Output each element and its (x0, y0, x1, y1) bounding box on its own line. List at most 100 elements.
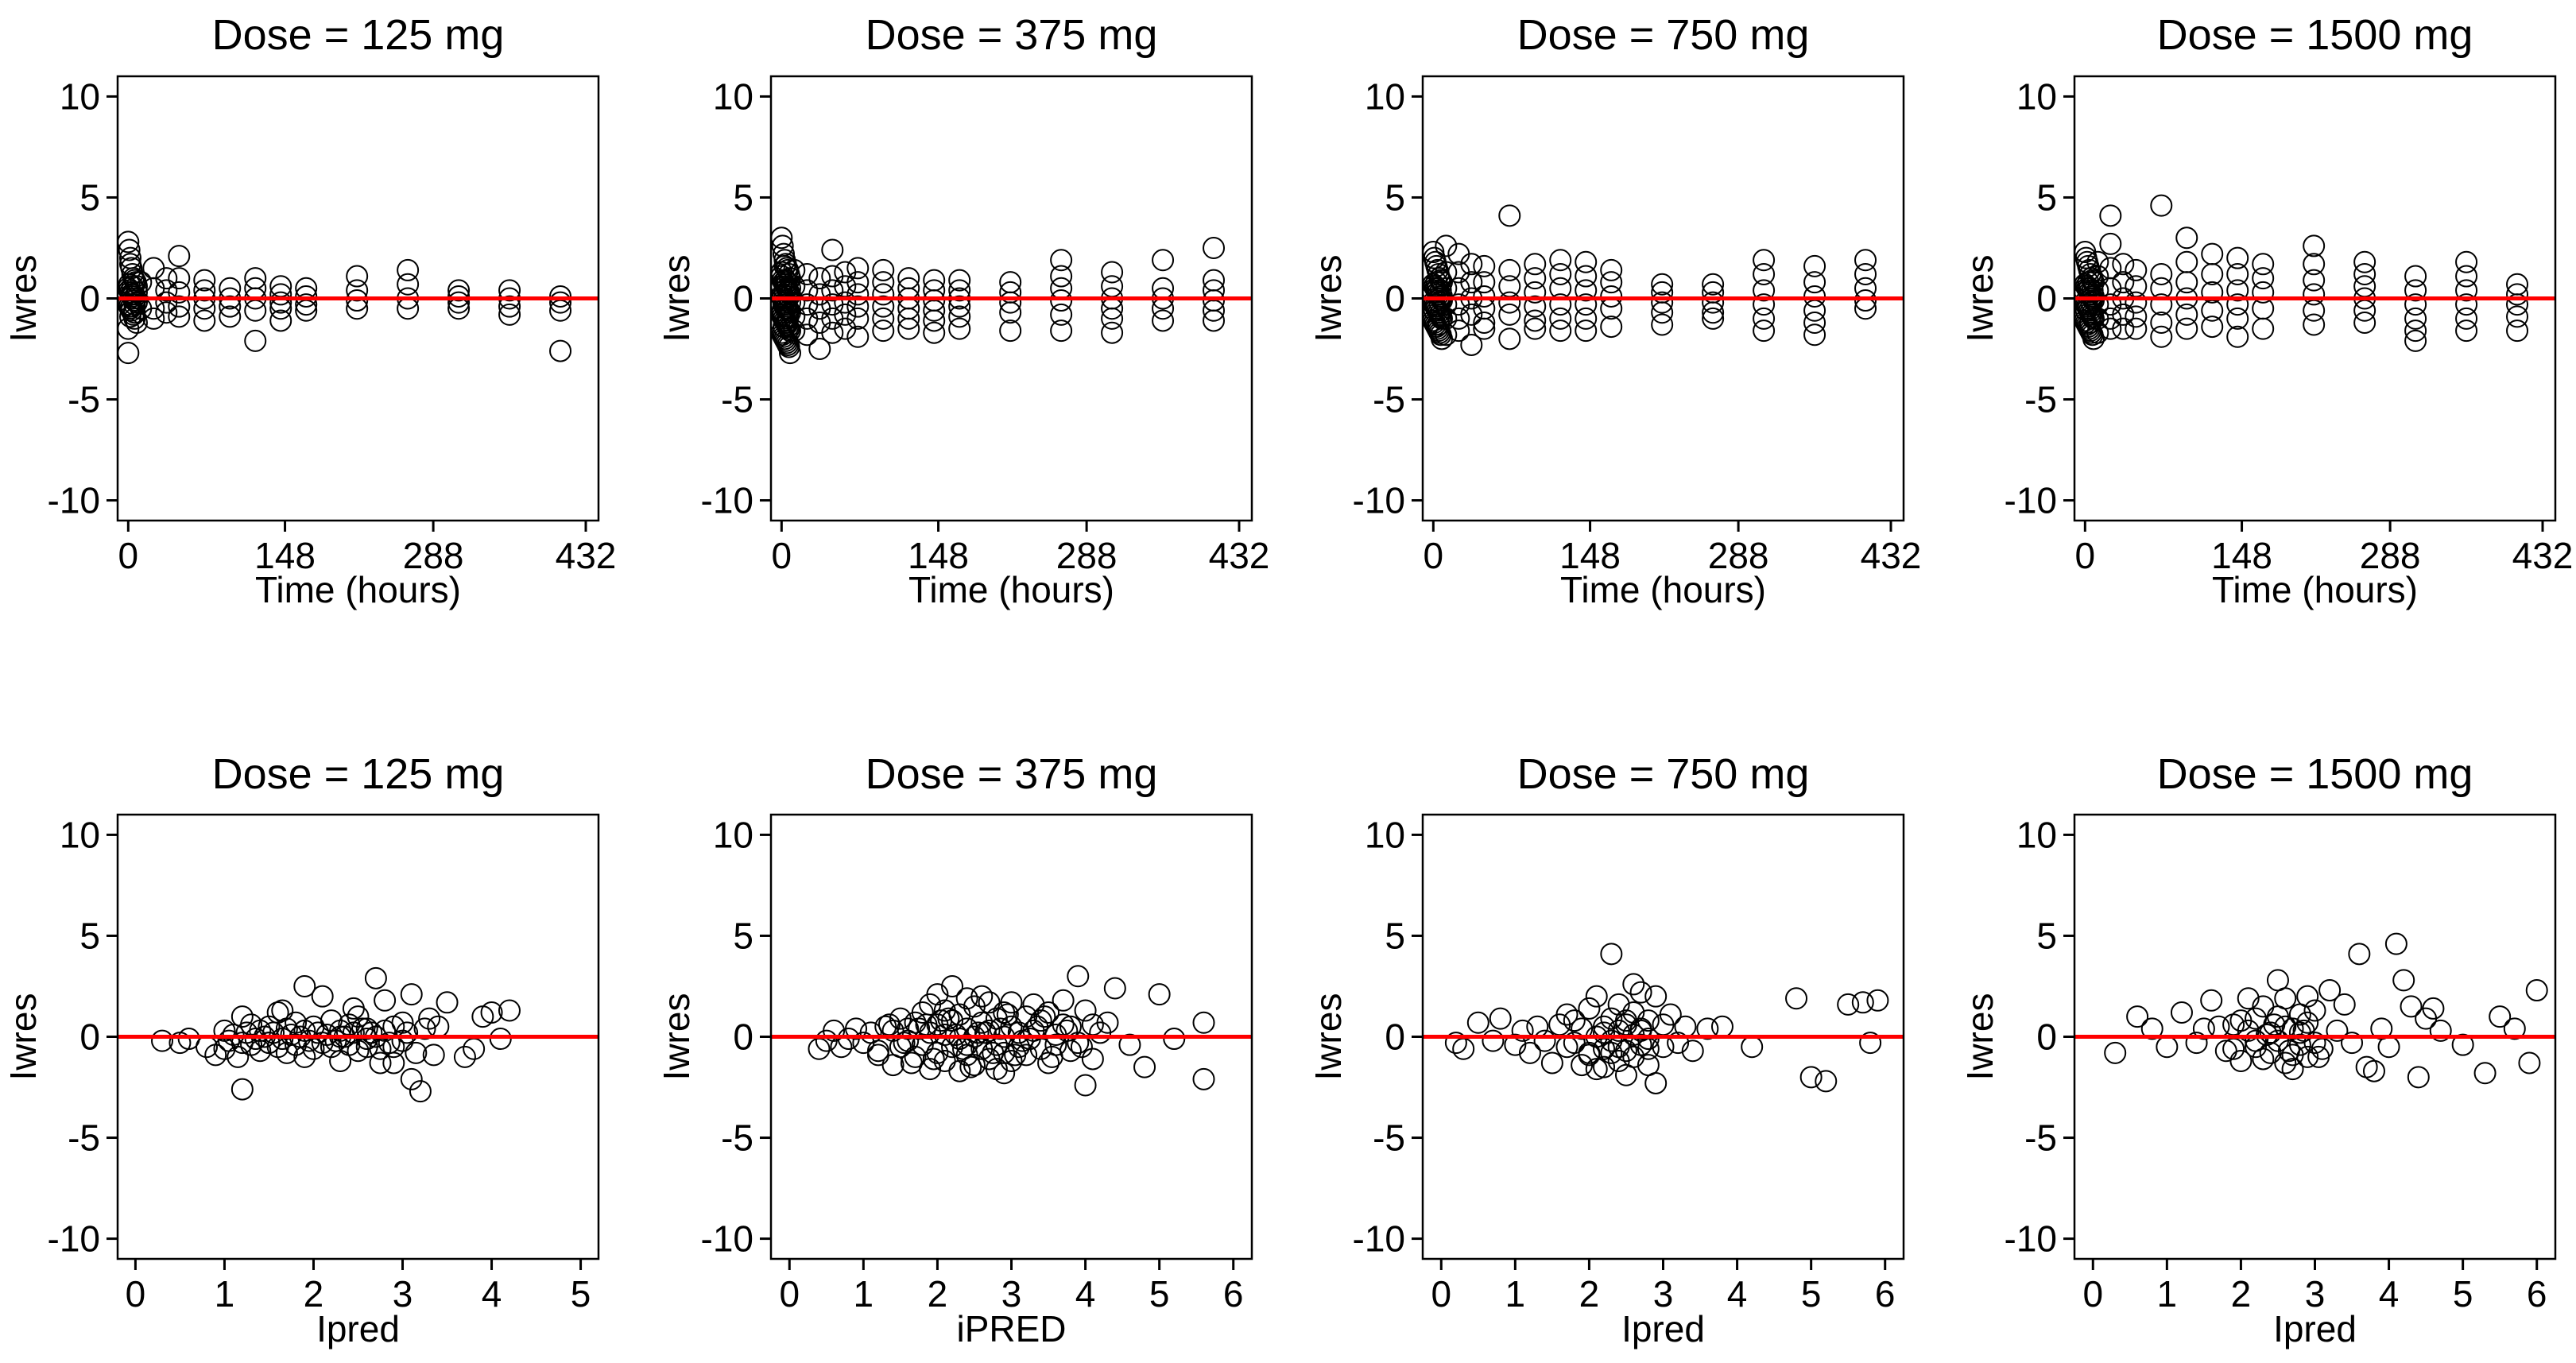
chart-3-point (1702, 273, 1725, 296)
chart-2-point (773, 254, 796, 277)
chart-7-point (1540, 1051, 1563, 1075)
chart-4-point (2455, 293, 2478, 316)
chart-7-xtick-label: 4 (1727, 1273, 1748, 1315)
chart-7-point (1866, 989, 1889, 1012)
chart-2-xtick-label: 0 (772, 535, 792, 576)
chart-6-point (926, 983, 949, 1006)
chart-2-point (999, 301, 1022, 324)
chart-1-point (549, 285, 572, 308)
chart-3-point (1460, 333, 1483, 356)
chart-2-point (948, 269, 971, 292)
chart-3-frame (1421, 75, 1905, 522)
chart-2-ytick-label: -10 (701, 480, 753, 521)
chart-6-point (1018, 1028, 1041, 1051)
chart-5-point (285, 1011, 308, 1034)
chart-4-point (2226, 325, 2249, 348)
chart-3-xtick-label: 148 (1559, 535, 1621, 576)
chart-3-point (1575, 307, 1598, 330)
chart-6-xtick-label: 6 (1223, 1273, 1244, 1315)
chart-2-point (783, 291, 806, 314)
chart-4-ytick-label: 0 (2036, 278, 2057, 319)
chart-8-point (2400, 995, 2423, 1018)
chart-1-point (346, 279, 369, 302)
chart-5-point (355, 1017, 378, 1040)
chart-1-point (155, 279, 178, 302)
chart-5-point (400, 983, 423, 1006)
chart-2-point (821, 321, 844, 344)
chart-5-point (230, 1005, 254, 1028)
chart-7-xtick-label: 2 (1579, 1273, 1600, 1315)
chart-5-title: Dose = 125 mg (212, 750, 505, 798)
chart-6-point (1163, 1028, 1186, 1051)
chart-2-ytick-label: 0 (733, 278, 753, 319)
chart-5-ytick-label: 10 (60, 814, 100, 855)
chart-8-point (2126, 1005, 2149, 1028)
chart-1-point (346, 289, 369, 312)
chart-3-ytick-label: -5 (1373, 379, 1405, 420)
chart-2-point (808, 311, 831, 334)
chart-7-ytick-label: 0 (1385, 1016, 1405, 1058)
chart-2-point (872, 271, 895, 294)
chart-7-ytick-label: 10 (1365, 814, 1405, 855)
chart-2-point (1050, 249, 1073, 272)
chart-7-point (1607, 993, 1630, 1016)
chart-4-point (2353, 250, 2377, 273)
chart-4-point (2252, 281, 2275, 304)
chart-4-point (2112, 253, 2135, 276)
chart-3-point (1575, 293, 1598, 316)
chart-7-point (1578, 997, 1601, 1020)
chart-6-xtick-label: 5 (1149, 1273, 1170, 1315)
chart-1-panel: Dose = 125 mg 10 5 0 -5 -10 0 148 288 432 Time (ho… (2, 11, 616, 610)
chart-3-point (1460, 271, 1483, 294)
chart-6-point (978, 1019, 1001, 1042)
chart-1-point (168, 245, 191, 268)
chart-8-point (2192, 1017, 2215, 1040)
chart-7-xtick-label: 0 (1431, 1273, 1451, 1315)
chart-8-point (2384, 932, 2407, 955)
chart-2-ytick-label: 5 (733, 176, 753, 218)
chart-3-point (1447, 307, 1470, 330)
chart-8-xtick-label: 4 (2379, 1273, 2400, 1315)
chart-1-point (498, 303, 521, 326)
chart-4-point (2455, 250, 2478, 273)
chart-4-ytick-label: -10 (2005, 480, 2057, 521)
chart-3-xtick-label: 0 (1424, 535, 1444, 576)
chart-4-point (2455, 307, 2478, 330)
chart-5-point (427, 1015, 450, 1038)
chart-4-point (2125, 305, 2148, 328)
chart-8-panel: Dose = 1500 mg 10 5 0 -5 -10 0 1 2 3 4 5 6 Ipred Iwres (1959, 750, 2557, 1349)
chart-6-point (1192, 1011, 1215, 1034)
chart-7-point (1600, 1007, 1623, 1030)
chart-8-ylabel: Iwres (1959, 993, 2001, 1081)
chart-3-point (1549, 319, 1572, 343)
chart-2-point (1152, 309, 1175, 332)
chart-6-point (1067, 965, 1090, 988)
chart-8-ytick-label: -5 (2024, 1117, 2057, 1159)
chart-8-point (2200, 989, 2223, 1012)
chart-6-point (1040, 1045, 1063, 1068)
chart-2-ylabel: Iwres (656, 255, 697, 343)
chart-5-xtick-label: 5 (571, 1273, 591, 1315)
chart-5-point (364, 966, 387, 989)
chart-8-point (2422, 997, 2445, 1020)
chart-5-point (275, 1041, 298, 1064)
chart-7-point (1585, 1058, 1608, 1081)
chart-1-ytick-label: 0 (79, 278, 100, 319)
chart-4-point (2303, 269, 2326, 292)
chart-3-point (1435, 307, 1458, 330)
chart-4-point (2112, 303, 2135, 326)
chart-4-point (2252, 267, 2275, 290)
chart-1-point (447, 285, 471, 308)
chart-2-point (948, 305, 971, 328)
chart-7-point (1593, 1021, 1616, 1044)
chart-5-xtick-label: 4 (482, 1273, 502, 1315)
chart-5-point (374, 989, 397, 1012)
chart-1-point (168, 267, 191, 290)
chart-3-point (1803, 285, 1826, 308)
chart-4-point (2404, 307, 2427, 330)
chart-4-point (2125, 291, 2148, 314)
chart-6-point (1052, 989, 1075, 1012)
chart-1-point (549, 339, 572, 362)
chart-5-point (453, 1045, 476, 1068)
